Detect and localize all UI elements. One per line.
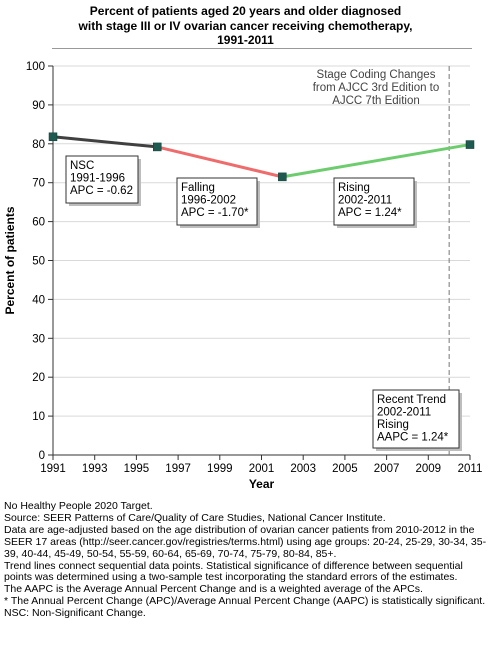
annotation-text: 1996-2002 xyxy=(181,195,236,207)
footnote-3: Data are age-adjusted based on the age d… xyxy=(4,523,487,560)
annotation-text: Rising xyxy=(338,182,370,194)
y-tick-label: 10 xyxy=(32,411,45,423)
footnote-7: NSC: Non-Significant Change. xyxy=(4,607,146,620)
y-tick-label: 100 xyxy=(26,61,45,73)
annotation-text: 2002-2011 xyxy=(338,195,392,207)
x-axis-label: Year xyxy=(249,477,275,491)
annotation-box xyxy=(65,155,139,204)
x-tick-label: 1995 xyxy=(124,463,150,475)
footnote-1: No Healthy People 2020 Target. xyxy=(4,500,153,512)
x-tick-label: 1993 xyxy=(82,463,108,475)
x-tick-label: 2001 xyxy=(249,463,275,475)
y-tick-label: 50 xyxy=(32,256,45,268)
annotation-box xyxy=(372,389,460,449)
data-point xyxy=(48,132,58,142)
annotation-text: Rising xyxy=(377,419,409,431)
x-tick-label: 1999 xyxy=(207,463,233,475)
annotation-text: 2002-2011 xyxy=(377,407,431,419)
annotation-text: APC = -1.70* xyxy=(181,207,249,219)
x-tick-label: 1997 xyxy=(165,463,191,475)
footnotes: No Healthy People 2020 Target. Source: S… xyxy=(4,500,490,620)
trend-segment xyxy=(51,135,159,149)
annotation-text: APC = -0.62 xyxy=(70,185,133,197)
x-tick-label: 2009 xyxy=(416,463,442,475)
annotation-text: NSC xyxy=(70,160,94,172)
y-tick-label: 60 xyxy=(32,217,45,229)
x-tick-label: 2005 xyxy=(332,463,358,475)
y-tick-label: 40 xyxy=(32,294,45,306)
title-line-2: with stage III or IV ovarian cancer rece… xyxy=(78,18,413,33)
annotation-box xyxy=(176,177,258,226)
y-tick-label: 70 xyxy=(32,178,45,190)
y-tick-label: 80 xyxy=(32,139,45,151)
footnote-5: The AAPC is the Average Annual Percent C… xyxy=(4,583,423,596)
stage-change-label: from AJCC 3rd Edition to xyxy=(313,82,440,94)
x-tick-label: 2007 xyxy=(374,463,400,475)
title-line-3: 1991-2011 xyxy=(217,33,274,47)
y-tick-label: 0 xyxy=(39,450,45,462)
annotation-text: Recent Trend xyxy=(377,394,446,406)
y-tick-label: 20 xyxy=(32,372,45,384)
x-tick-label: 2011 xyxy=(458,463,483,475)
annotation-text: AAPC = 1.24* xyxy=(377,432,449,444)
data-point xyxy=(465,140,475,149)
title-line-1: Percent of patients aged 20 years and ol… xyxy=(89,4,402,18)
data-point xyxy=(278,172,287,182)
line-chart: 0 10 20 30 40 50 60 70 80 90 100 1991 1993 1995 1997 19… xyxy=(3,61,483,491)
chart-title: Percent of patients aged 20 years and ol… xyxy=(0,4,491,48)
annotation-text: Falling xyxy=(181,182,215,194)
annotation-text: APC = 1.24* xyxy=(338,207,402,219)
y-tick-label: 30 xyxy=(32,333,45,345)
x-tick-label: 1991 xyxy=(40,463,66,475)
y-tick-label: 90 xyxy=(32,100,45,112)
annotation-box xyxy=(333,177,415,226)
data-point xyxy=(153,142,162,152)
y-axis-label: Percent of patients xyxy=(3,206,17,314)
annotation-text: 1991-1996 xyxy=(70,173,125,185)
stage-change-label: AJCC 7th Edition xyxy=(332,95,420,107)
stage-change-label: Stage Coding Changes xyxy=(317,69,436,81)
x-tick-label: 2003 xyxy=(290,463,316,475)
footnote-6: * The Annual Percent Change (APC)/Averag… xyxy=(4,595,486,608)
footnote-2: Source: SEER Patterns of Care/Quality of… xyxy=(4,511,386,524)
trend-segment xyxy=(155,145,284,179)
footnote-4: Trend lines connect sequential data poin… xyxy=(4,559,463,584)
trend-segment xyxy=(280,143,472,179)
title-divider xyxy=(52,48,472,49)
